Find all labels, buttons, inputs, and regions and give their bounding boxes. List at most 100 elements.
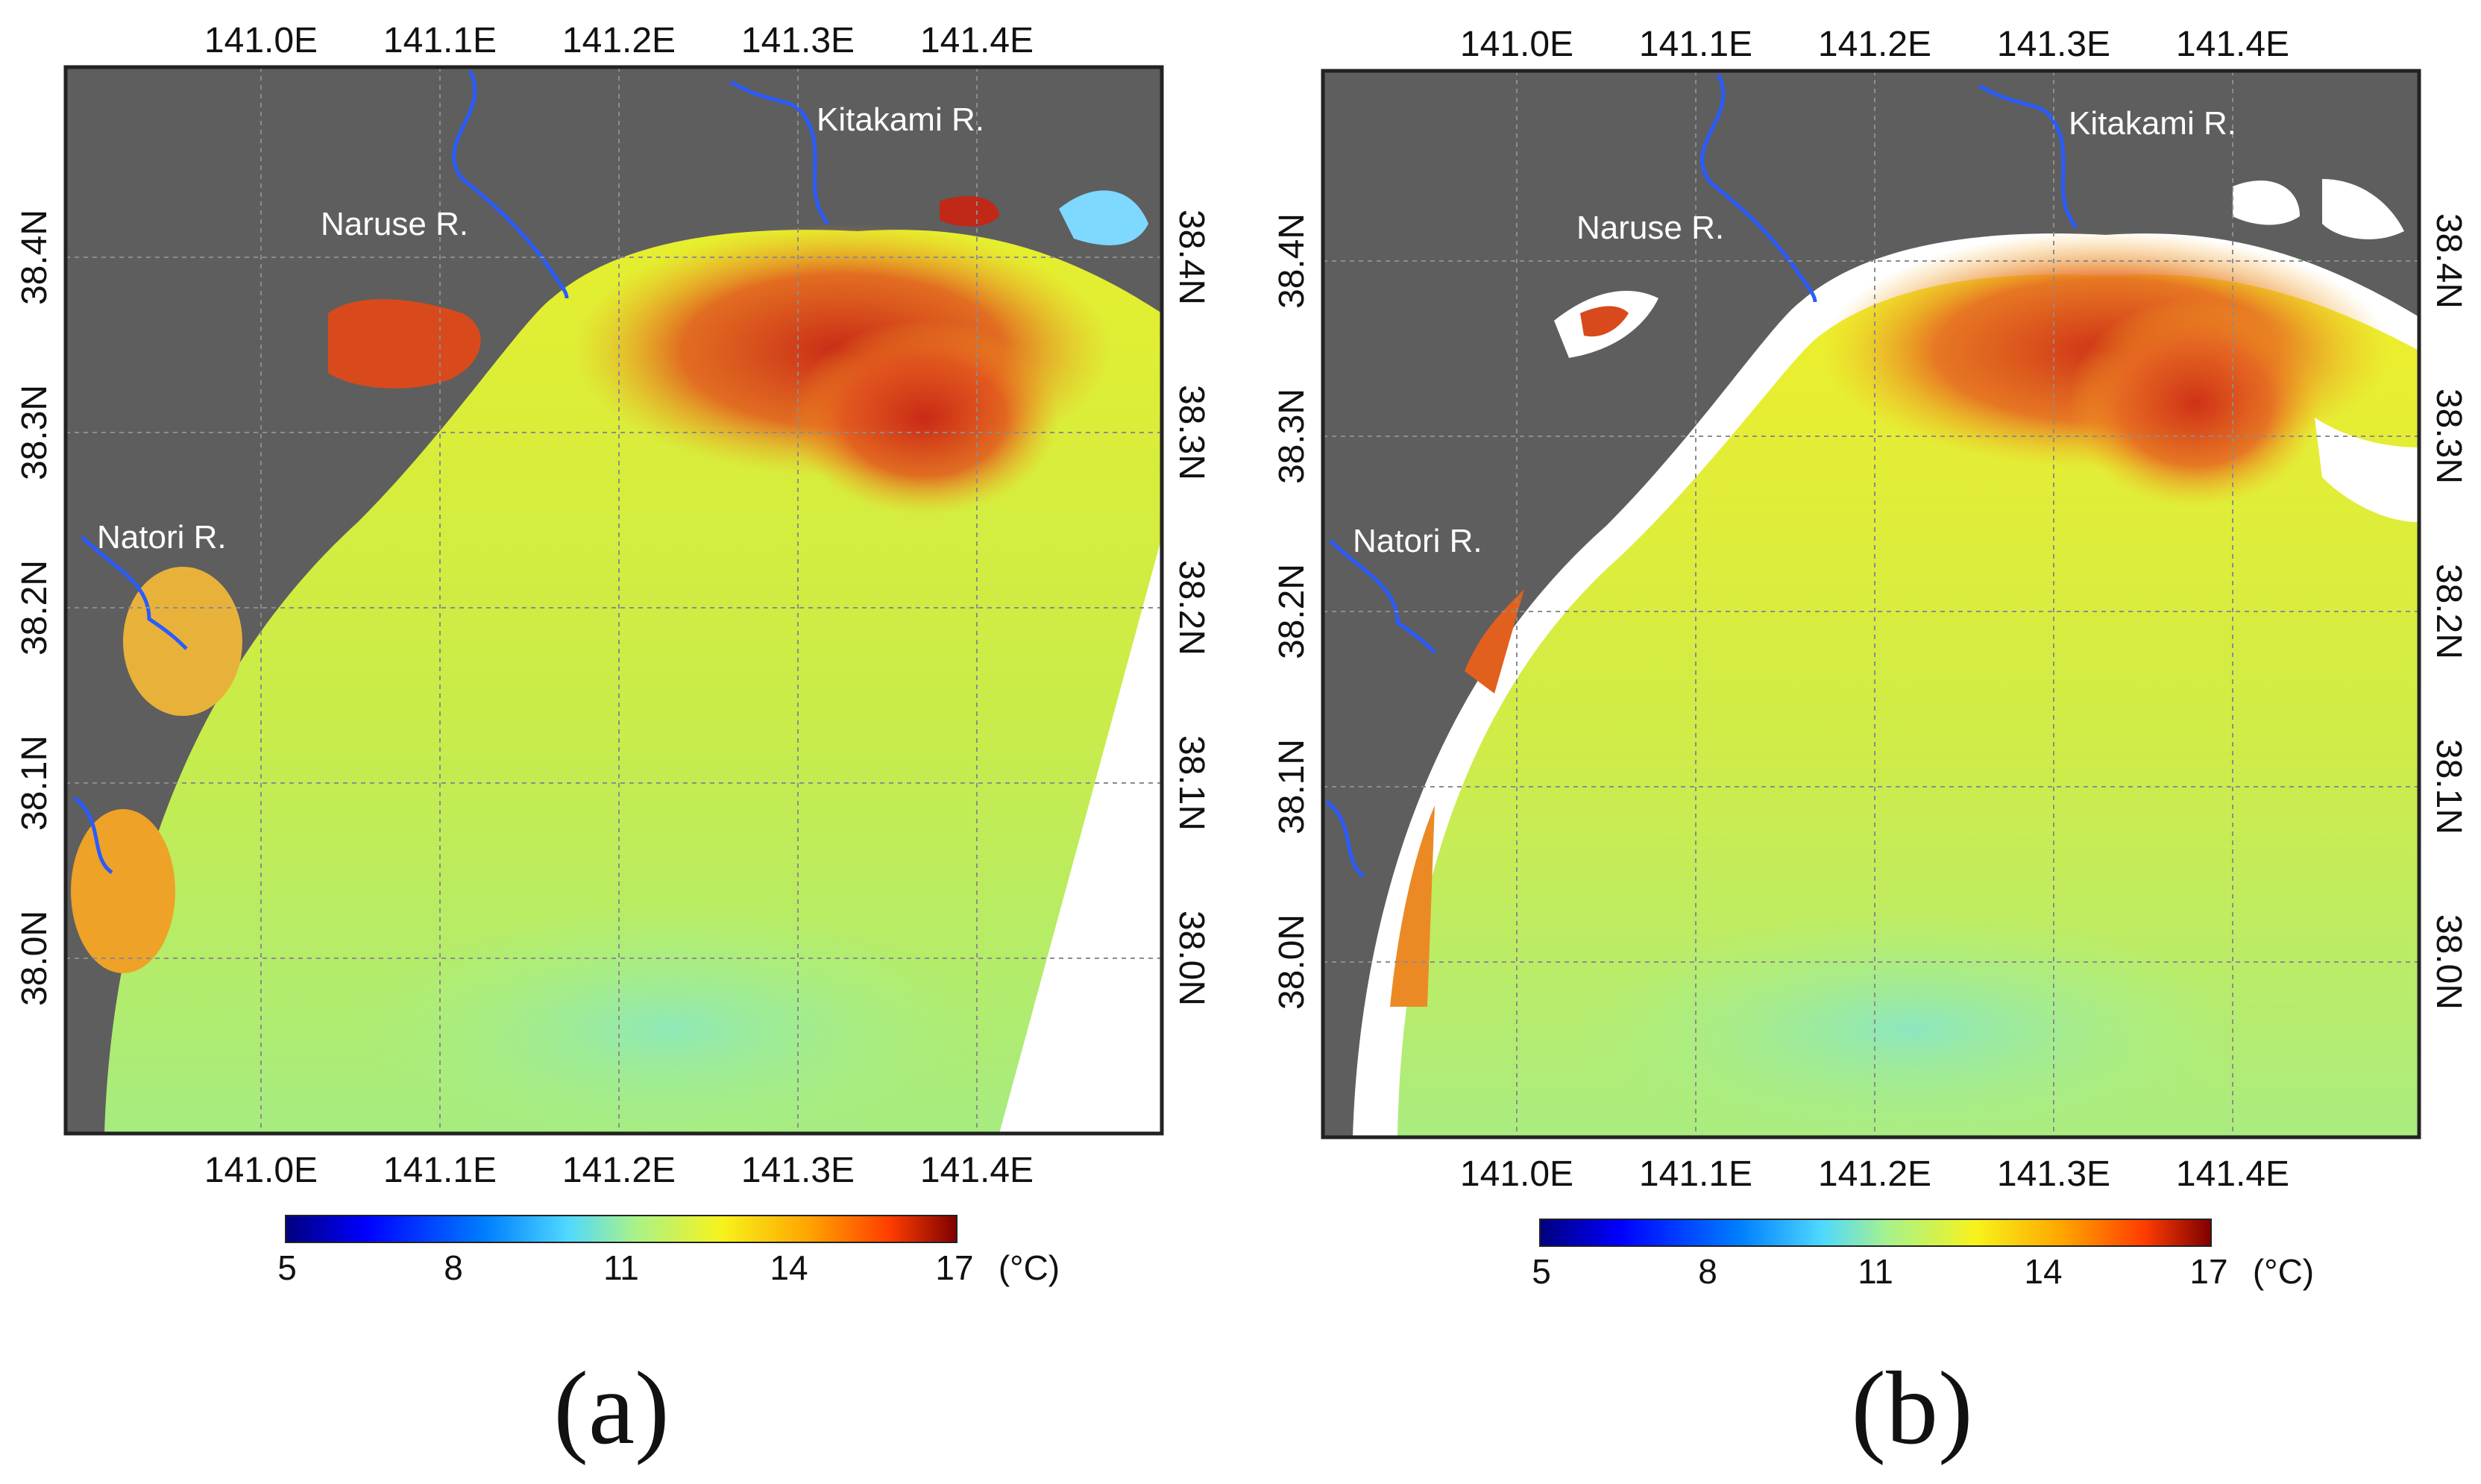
- colorbar-tick: 17: [935, 1248, 973, 1287]
- panel-b: Kitakami R. Naruse R. Natori R. 141.0E 1…: [1241, 0, 2481, 1484]
- lon-axis-bottom-b: 141.0E 141.1E 141.2E 141.3E 141.4E: [1460, 1154, 2289, 1194]
- lon-tick: 141.2E: [562, 1151, 676, 1190]
- lat-tick: 38.3N: [1172, 385, 1211, 480]
- lat-tick: 38.1N: [1272, 739, 1312, 834]
- colorbar-tick: 14: [770, 1248, 808, 1287]
- lat-tick: 38.1N: [15, 735, 54, 831]
- lat-tick: 38.0N: [15, 911, 54, 1006]
- label-naruse-a: Naruse R.: [321, 206, 468, 242]
- colorbar-tick: 11: [603, 1248, 639, 1287]
- lon-tick: 141.2E: [1818, 1154, 1931, 1194]
- lat-tick: 38.2N: [1272, 564, 1312, 659]
- map-area-b: [1323, 71, 2419, 1137]
- river-kitakami-a: [729, 80, 830, 225]
- label-naruse-b: Naruse R.: [1576, 210, 1724, 246]
- cool-water-a: [358, 902, 984, 1134]
- label-natori-b: Natori R.: [1353, 523, 1482, 559]
- lon-tick: 141.2E: [562, 21, 676, 60]
- colorbar-tick: 5: [1532, 1252, 1551, 1291]
- lon-tick: 141.0E: [1460, 1154, 1573, 1194]
- lat-tick: 38.2N: [15, 560, 54, 655]
- lat-tick: 38.4N: [1272, 213, 1312, 309]
- lat-axis-right-a: 38.4N 38.3N 38.2N 38.1N 38.0N: [1172, 210, 1211, 1006]
- colorbar-unit: (°C): [999, 1248, 1060, 1287]
- caption-a: (a): [553, 1351, 669, 1466]
- coastal-warm-b: [1390, 805, 1435, 1007]
- cool-water-b: [1569, 910, 2255, 1137]
- river-naruse-a: [452, 69, 569, 299]
- colorbar-tick: 5: [277, 1248, 297, 1287]
- lat-tick: 38.3N: [2429, 389, 2468, 484]
- map-frame-a: [63, 65, 1164, 1136]
- lat-tick: 38.3N: [15, 385, 54, 480]
- lon-tick: 141.4E: [920, 21, 1034, 60]
- lon-tick: 141.4E: [2176, 1154, 2289, 1194]
- estuary-naruse-b: [1580, 306, 1629, 337]
- colorbar-unit: (°C): [2253, 1252, 2314, 1291]
- lon-tick: 141.0E: [204, 1151, 318, 1190]
- colorbar-a: [285, 1215, 958, 1243]
- lat-tick: 38.0N: [1172, 911, 1211, 1006]
- lon-tick: 141.3E: [741, 1151, 855, 1190]
- river-natori-b: [1329, 539, 1436, 654]
- warm-core-a: [790, 321, 1059, 515]
- lat-tick: 38.0N: [2429, 914, 2468, 1010]
- map-area-a: [66, 67, 1162, 1134]
- lon-tick: 141.4E: [920, 1151, 1034, 1190]
- lon-tick: 141.2E: [1818, 25, 1931, 64]
- river-naruse-b: [1700, 73, 1817, 303]
- map-frame-b: [1321, 69, 2421, 1139]
- lon-tick: 141.3E: [1997, 1154, 2110, 1194]
- grid-a: [66, 67, 1162, 1134]
- label-natori-a: Natori R.: [97, 519, 227, 556]
- lon-tick: 141.3E: [1997, 25, 2110, 64]
- natori-plume-a: [123, 567, 242, 716]
- lon-tick: 141.1E: [1639, 1154, 1752, 1194]
- lon-axis-top-b: 141.0E 141.1E 141.2E 141.3E 141.4E: [1460, 25, 2289, 64]
- lon-tick: 141.1E: [383, 1151, 497, 1190]
- colorbar-tick: 8: [1698, 1252, 1717, 1291]
- inlet-kitakami-b: [2233, 180, 2300, 225]
- lat-axis-left-a: 38.4N 38.3N 38.2N 38.1N 38.0N: [15, 210, 54, 1006]
- colorbar-tick: 17: [2189, 1252, 2227, 1291]
- lat-axis-right-b: 38.4N 38.3N 38.2N 38.1N 38.0N: [2429, 213, 2468, 1010]
- colorbar-b: [1539, 1219, 2212, 1247]
- label-kitakami-a: Kitakami R.: [817, 101, 984, 138]
- estuary-naruse-a: [328, 299, 481, 389]
- lon-tick: 141.1E: [1639, 25, 1752, 64]
- river-south-b: [1325, 800, 1365, 878]
- lon-tick: 141.0E: [1460, 25, 1573, 64]
- lon-tick: 141.3E: [741, 21, 855, 60]
- colorbar-ticks-a: 5 8 11 14 17 (°C): [277, 1248, 1060, 1287]
- lat-tick: 38.1N: [2429, 739, 2468, 834]
- nodata-swath-a: [999, 537, 1162, 1134]
- lat-tick: 38.2N: [1172, 560, 1211, 655]
- warm-core-b: [2069, 298, 2322, 507]
- colorbar-tick: 11: [1858, 1252, 1893, 1291]
- map-svg-b: Kitakami R. Naruse R. Natori R. 141.0E 1…: [1272, 25, 2468, 1466]
- lon-tick: 141.4E: [2176, 25, 2289, 64]
- grid-b: [1323, 71, 2419, 1137]
- label-kitakami-b: Kitakami R.: [2069, 105, 2236, 142]
- lat-tick: 38.4N: [15, 210, 54, 305]
- river-kitakami-b: [1978, 84, 2078, 229]
- panel-a: Kitakami R. Naruse R. Natori R. 141.0E 1…: [0, 0, 1240, 1484]
- coastal-warm-north-b: [1465, 589, 1524, 694]
- lat-tick: 38.3N: [1272, 389, 1312, 484]
- lon-tick: 141.1E: [383, 21, 497, 60]
- lagoon-b: [2322, 179, 2404, 239]
- lat-tick: 38.4N: [1172, 210, 1211, 305]
- colorbar-ticks-b: 5 8 11 14 17 (°C): [1532, 1252, 2314, 1291]
- caption-b: (b): [1851, 1351, 1972, 1466]
- lon-axis-top-a: 141.0E 141.1E 141.2E 141.3E 141.4E: [204, 21, 1034, 60]
- lat-tick: 38.1N: [1172, 735, 1211, 831]
- map-svg-a: Kitakami R. Naruse R. Natori R. 141.0E 1…: [15, 21, 1211, 1466]
- estuary-kitakami-a: [940, 195, 999, 227]
- south-plume-a: [71, 809, 175, 973]
- lat-tick: 38.0N: [1272, 914, 1312, 1010]
- lat-tick: 38.2N: [2429, 564, 2468, 659]
- lon-axis-bottom-a: 141.0E 141.1E 141.2E 141.3E 141.4E: [204, 1151, 1034, 1190]
- river-natori-a: [81, 535, 188, 650]
- lat-tick: 38.4N: [2429, 213, 2468, 309]
- lon-tick: 141.0E: [204, 21, 318, 60]
